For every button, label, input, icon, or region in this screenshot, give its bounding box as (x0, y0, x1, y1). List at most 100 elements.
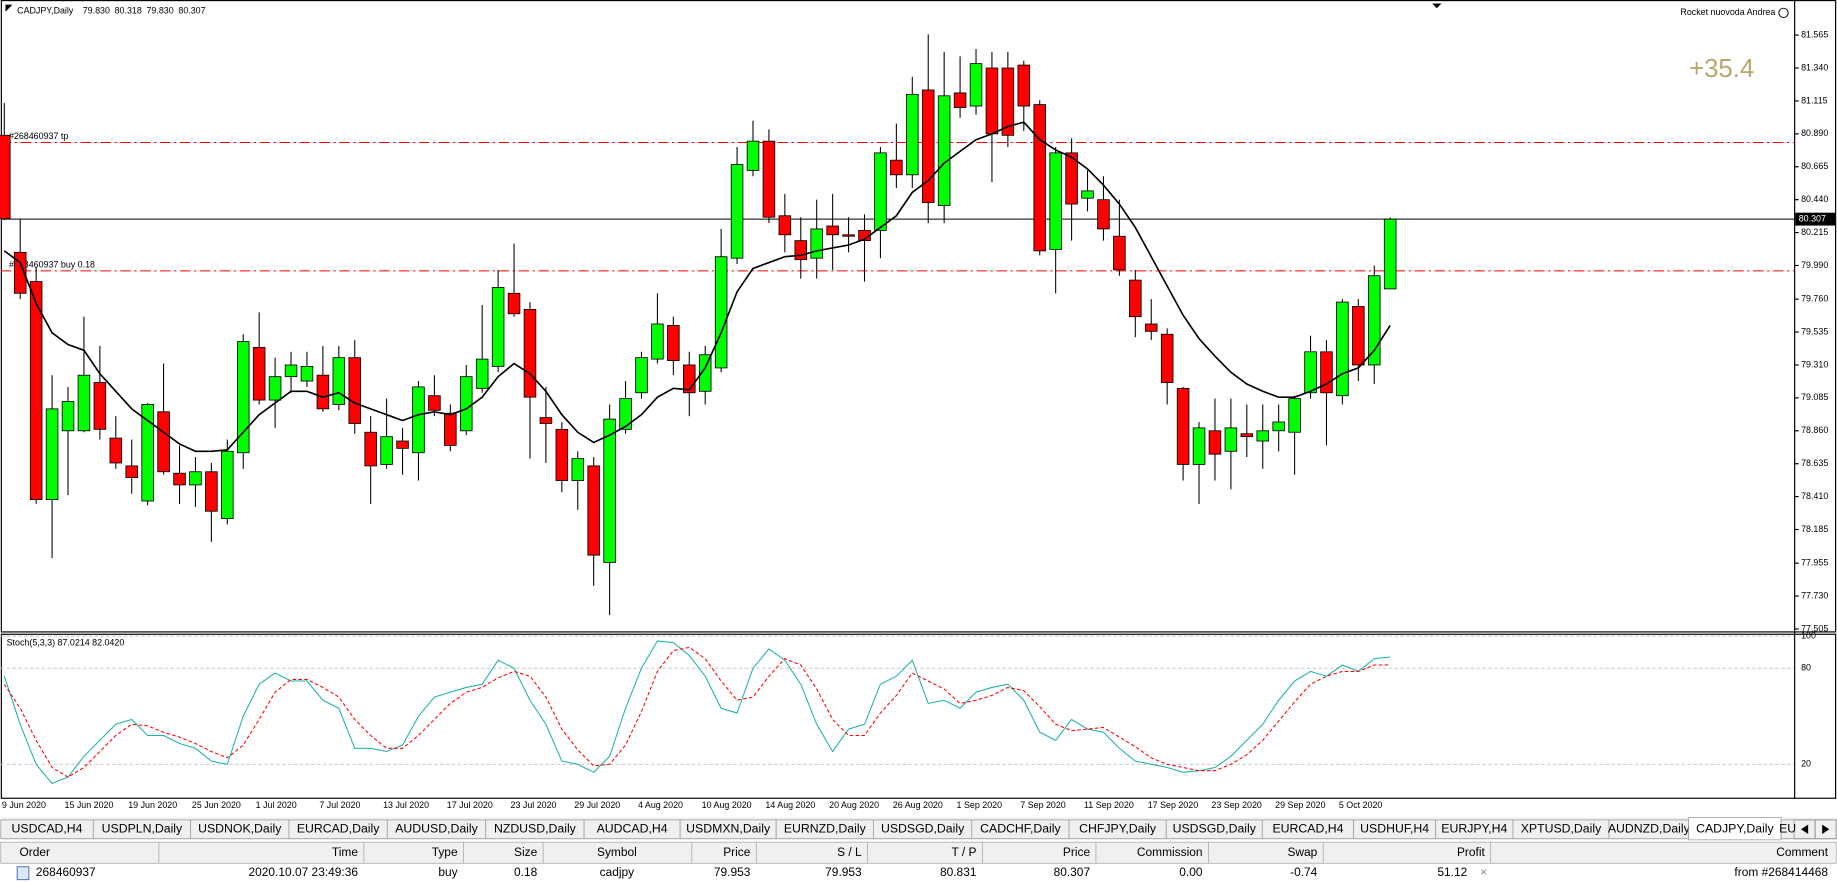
candle-body (491, 287, 505, 367)
order-level-label: #268460937 tp (9, 131, 68, 141)
x-tick-label: 1 Sep 2020 (957, 800, 1003, 810)
stoch-line (3, 646, 1391, 778)
y-tick-label: 80.215 (1801, 227, 1828, 237)
candle-body (1192, 427, 1206, 465)
shift-marker (1432, 3, 1442, 9)
x-tick-label: 7 Jul 2020 (319, 800, 360, 810)
candle-body (1097, 199, 1110, 230)
candle-body (77, 374, 91, 432)
candle-body (205, 471, 218, 512)
x-tick-label: 17 Jul 2020 (447, 800, 493, 810)
x-tick-label: 23 Sep 2020 (1211, 800, 1261, 810)
x-tick-label: 10 Aug 2020 (702, 800, 752, 810)
symbol-tab-label: USDNOK,Daily (198, 822, 282, 836)
table-cell: buy (438, 865, 457, 879)
candle-body (985, 67, 999, 135)
symbol-tab-label: CADJPY,Daily (1696, 822, 1774, 836)
y-tick-label: 80 (1801, 663, 1811, 673)
symbol-tab-label: XPTUSD,Daily (1521, 822, 1602, 836)
symbol-tab[interactable] (1780, 819, 1795, 840)
candle-body (1320, 351, 1333, 394)
candle-body (221, 450, 234, 519)
column-header: Order (20, 845, 51, 859)
candle-body (380, 436, 393, 465)
candle-body (523, 308, 537, 398)
candle-body (268, 376, 282, 401)
table-cell: 80.831 (940, 865, 977, 879)
candle-body (1272, 421, 1285, 432)
candle-body (1240, 433, 1254, 438)
candle-body (1304, 351, 1317, 394)
high-price: 80.318 (115, 6, 142, 16)
candle-body (1352, 306, 1365, 366)
x-tick-label: 29 Jul 2020 (574, 800, 620, 810)
candle-body (1224, 427, 1238, 452)
candle-body (141, 404, 154, 502)
candle-body (969, 63, 983, 107)
candle-body (619, 398, 632, 430)
symbol: CADJPY,Daily (17, 6, 74, 16)
candle-body (778, 215, 792, 236)
candle-body (953, 92, 967, 108)
candle-body (842, 234, 855, 237)
column-header: Commission (1137, 845, 1203, 859)
symbol-tab-label: CHFJPY,Daily (1079, 822, 1157, 836)
stoch-line (3, 640, 1391, 785)
y-tick-label: 77.505 (1801, 623, 1828, 633)
y-tick-label: 78.860 (1801, 425, 1828, 435)
candle-body (1049, 152, 1062, 250)
candle-body (714, 256, 728, 369)
y-tick-label: 78.635 (1801, 458, 1828, 468)
y-tick-label: 78.410 (1801, 491, 1828, 501)
table-cell: 80.307 (1054, 865, 1091, 879)
candle-body (125, 465, 138, 479)
candle-body (284, 364, 298, 378)
table-cell: 0.18 (514, 865, 538, 879)
symbol-tab-label: AUDNZD,Daily (1608, 822, 1691, 836)
y-tick-label: 79.535 (1801, 326, 1828, 336)
candle-body (730, 164, 744, 259)
symbol-tab-label: CADCHF,Daily (980, 822, 1061, 836)
candle-body (507, 292, 521, 315)
x-tick-label: 25 Jun 2020 (192, 800, 241, 810)
candle-body (794, 240, 808, 261)
table-cell: 51.12 (1437, 865, 1467, 879)
x-tick-label: 4 Aug 2020 (638, 800, 683, 810)
column-header: Symbol (597, 845, 637, 859)
candle-body (316, 374, 330, 410)
candle-body (109, 437, 123, 464)
candle-body (157, 411, 170, 473)
y-tick-label: 79.990 (1801, 260, 1828, 270)
order-icon (16, 866, 30, 881)
candle-body (1176, 387, 1190, 465)
candle-body (1288, 398, 1301, 433)
column-header: Comment (1776, 845, 1828, 859)
candle-body (475, 358, 489, 389)
candle-body (428, 395, 441, 411)
candle-body (810, 228, 823, 259)
main-panel-border (0, 0, 1837, 633)
candle-body (746, 140, 760, 171)
y-tick-label: 81.115 (1801, 95, 1828, 105)
candle-body (555, 428, 569, 481)
order-level-label: #268460937 buy 0.18 (9, 259, 95, 269)
current-price-box (1795, 212, 1836, 226)
x-tick-label: 29 Sep 2020 (1275, 800, 1325, 810)
symbol-tab-label: EU (1779, 822, 1796, 836)
candle-body (826, 225, 839, 236)
symbol-tab-label: EURJPY,H4 (1441, 822, 1507, 836)
candle-body (332, 357, 346, 405)
column-header: Size (514, 845, 538, 859)
candle-body (1383, 218, 1397, 290)
candle-body (29, 281, 43, 500)
candle-body (698, 354, 712, 392)
symbol-tab-label: EURCAD,H4 (1272, 822, 1343, 836)
x-tick-label: 26 Aug 2020 (893, 800, 943, 810)
x-tick-label: 11 Sep 2020 (1084, 800, 1134, 810)
arrow-right (1822, 824, 1830, 834)
close-order[interactable]: × (1480, 865, 1487, 879)
x-tick-label: 7 Sep 2020 (1020, 800, 1066, 810)
candle-body (173, 472, 186, 486)
y-tick-label: 77.730 (1801, 590, 1828, 600)
